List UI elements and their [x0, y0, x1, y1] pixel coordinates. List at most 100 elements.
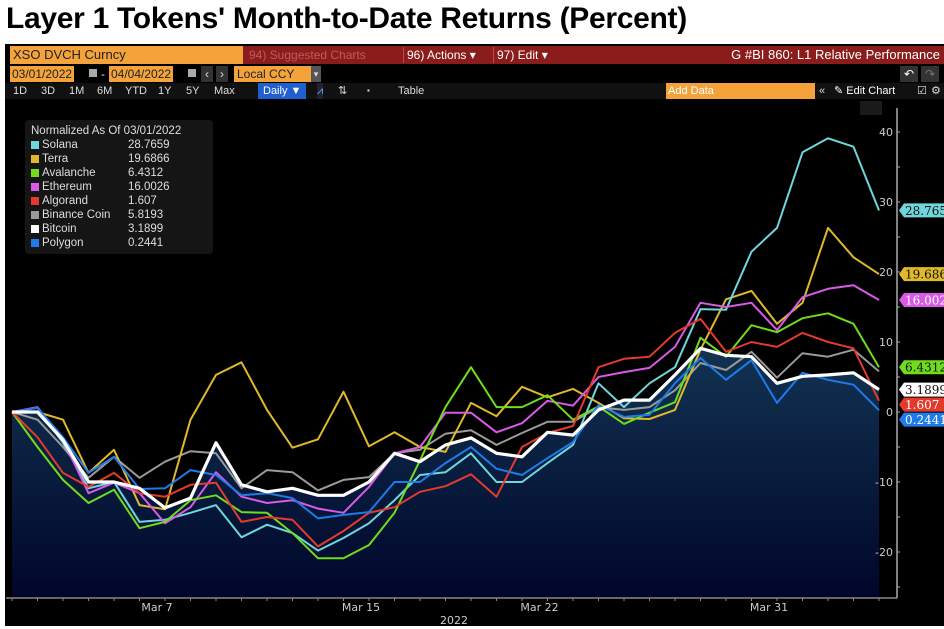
value-tag	[899, 360, 944, 375]
x-tick-label: Mar 31	[750, 601, 788, 614]
y-tick-label: 20	[879, 266, 893, 279]
y-tick-label: 30	[879, 196, 893, 209]
legend-swatch	[31, 169, 39, 177]
legend-series-name: Bitcoin	[42, 223, 77, 235]
y-tick-label: -20	[875, 546, 893, 559]
chart-id-label: G #BI 860: L1 Relative Performance	[731, 47, 940, 62]
toolbar-row-3: 1D 3D 1M 6M YTD 1Y 5Y Max Daily ▼ ⩘ ⇅ ▪ Table A…	[5, 83, 944, 99]
annotate-icon[interactable]: ☑	[917, 85, 927, 97]
period-button-ytd[interactable]: YTD	[125, 85, 147, 97]
period-button-1m[interactable]: 1M	[69, 85, 85, 97]
legend-series-value: 6.4312	[128, 167, 164, 179]
add-data-input[interactable]: Add Data	[666, 83, 815, 99]
prev-period-button[interactable]: ‹	[201, 66, 213, 82]
settings-icon[interactable]: ⚙	[931, 85, 941, 97]
frequency-select[interactable]: Daily ▼	[258, 83, 307, 99]
value-tag-label: 28.765	[905, 204, 944, 218]
period-button-6m[interactable]: 6M	[97, 85, 113, 97]
suggested-charts-button[interactable]: 94) Suggested Charts	[249, 48, 366, 62]
bar-chart-icon[interactable]: ⇅	[338, 85, 348, 97]
command-bar: 94) Suggested Charts 96) Actions ▾ 97) E…	[243, 46, 944, 64]
toolbar-row-1: XSO DVCH Curncy 94) Suggested Charts 96)…	[5, 46, 944, 64]
legend-swatch	[31, 155, 39, 163]
legend-series-name: Ethereum	[42, 181, 92, 193]
edit-menu[interactable]: 97) Edit ▾	[493, 47, 548, 63]
legend-item: Solana 28.7659	[31, 138, 207, 152]
legend-series-value: 5.8193	[128, 209, 164, 221]
y-tick-label: 40	[879, 126, 893, 139]
calendar-icon[interactable]	[188, 69, 196, 77]
period-button-5y[interactable]: 5Y	[186, 85, 200, 97]
legend-item: Polygon 0.2441	[31, 236, 207, 250]
legend-item: Binance Coin 5.8193	[31, 208, 207, 222]
date-separator: -	[101, 67, 105, 81]
series-line-algorand	[11, 317, 880, 548]
x-tick-label: Mar 22	[520, 601, 558, 614]
value-tag	[899, 203, 944, 218]
value-tag-label: 1.607	[905, 398, 939, 412]
line-chart-icon[interactable]: ⩘	[317, 83, 324, 99]
legend-swatch	[31, 197, 39, 205]
value-tag-label: 0.2441	[905, 413, 944, 427]
y-tick-label: 0	[886, 406, 893, 419]
x-tick-label: Mar 15	[342, 601, 380, 614]
legend-swatch	[31, 239, 39, 247]
series-line-polygon	[11, 357, 880, 520]
legend-item: Ethereum 16.0026	[31, 180, 207, 194]
legend-item: Algorand 1.607	[31, 194, 207, 208]
value-tag	[899, 397, 944, 412]
legend: Normalized As Of 03/01/2022 Solana 28.765…	[25, 120, 213, 254]
undo-icon[interactable]: ↶	[900, 66, 918, 82]
page-title: Layer 1 Tokens' Month-to-Date Returns (P…	[6, 2, 687, 35]
value-tag	[899, 412, 944, 427]
series-line-solana	[11, 137, 880, 552]
series-line-avalanche	[11, 312, 880, 560]
series-line-terra	[12, 226, 880, 511]
value-tag-label: 19.686	[905, 268, 944, 282]
actions-menu[interactable]: 96) Actions ▾	[403, 47, 476, 63]
currency-dropdown-icon[interactable]: ▾	[311, 66, 321, 82]
table-button[interactable]: Table	[398, 85, 425, 97]
value-tag-label: 6.4312	[905, 361, 944, 375]
chart-type-dropdown[interactable]: ▪	[367, 86, 370, 95]
legend-swatch	[31, 141, 39, 149]
period-button-1y[interactable]: 1Y	[158, 85, 172, 97]
chart-style-icon[interactable]	[860, 101, 882, 115]
legend-series-name: Binance Coin	[42, 209, 111, 221]
legend-series-name: Terra	[42, 153, 69, 165]
legend-series-value: 28.7659	[128, 139, 170, 151]
x-axis-label: 2022	[440, 614, 468, 627]
legend-item: Avalanche 6.4312	[31, 166, 207, 180]
end-date-input[interactable]: 04/04/2022	[109, 66, 174, 82]
x-tick-label: Mar 7	[141, 601, 172, 614]
value-tag	[899, 293, 944, 307]
value-tag	[899, 267, 944, 282]
next-period-button[interactable]: ›	[216, 66, 228, 82]
period-button-1d[interactable]: 1D	[13, 85, 28, 97]
series-line-binance-coin	[11, 348, 880, 492]
currency-select[interactable]: Local CCY	[234, 66, 311, 82]
toolbar-row-2: 03/01/2022 - 04/04/2022 ‹ › Local CCY ▾ …	[5, 66, 944, 82]
legend-title: Normalized As Of 03/01/2022	[31, 125, 182, 137]
legend-swatch	[31, 211, 39, 219]
edit-chart-button[interactable]: ✎ Edit Chart	[834, 85, 896, 97]
value-tag-label: 3.1899	[905, 383, 944, 397]
legend-series-value: 3.1899	[128, 223, 164, 235]
legend-item: Terra 19.6866	[31, 152, 207, 166]
legend-series-name: Avalanche	[42, 167, 96, 179]
redo-icon[interactable]: ↷	[921, 66, 939, 82]
legend-series-name: Polygon	[42, 237, 84, 249]
legend-series-value: 1.607	[128, 195, 157, 207]
series-line-ethereum	[11, 284, 880, 525]
legend-swatch	[31, 225, 39, 233]
period-button-3d[interactable]: 3D	[41, 85, 56, 97]
y-tick-label: -10	[875, 476, 893, 489]
legend-swatch	[31, 183, 39, 191]
value-tag-label: 16.002	[905, 294, 944, 308]
period-button-max[interactable]: Max	[214, 85, 235, 97]
legend-series-value: 19.6866	[128, 153, 170, 165]
ticker-input[interactable]: XSO DVCH Curncy	[10, 46, 246, 64]
start-date-input[interactable]: 03/01/2022	[10, 66, 75, 82]
calendar-icon[interactable]	[89, 69, 97, 77]
collapse-icon[interactable]: «	[819, 85, 826, 97]
